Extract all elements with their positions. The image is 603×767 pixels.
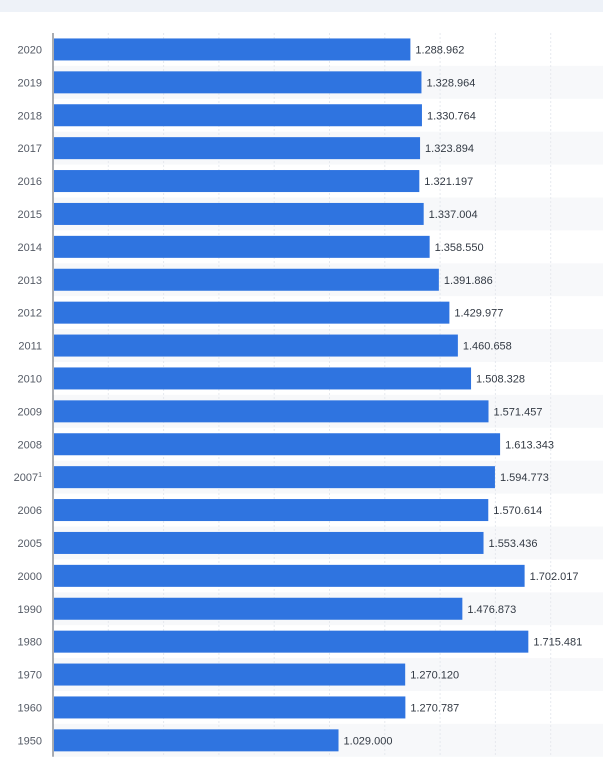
category-label: 2017 <box>18 143 42 155</box>
category-label: 1950 <box>18 735 42 747</box>
value-label: 1.476.873 <box>467 604 516 616</box>
value-label: 1.337.004 <box>429 209 478 221</box>
category-label: 1990 <box>18 604 42 616</box>
value-label: 1.508.328 <box>476 373 525 385</box>
value-label: 1.391.886 <box>444 275 493 287</box>
bar[interactable] <box>54 235 430 258</box>
bar[interactable] <box>54 630 529 653</box>
bar[interactable] <box>54 268 439 291</box>
value-label: 1.358.550 <box>435 242 484 254</box>
category-label: 2019 <box>18 77 42 89</box>
category-label: 2020 <box>18 44 42 56</box>
bar[interactable] <box>54 334 458 357</box>
bar[interactable] <box>54 663 406 686</box>
value-label: 1.571.457 <box>494 406 543 418</box>
value-label: 1.321.197 <box>424 176 473 188</box>
bar-chart: 2020 2019 2018 2017 2016 2015 2014 2013 2012 2011… <box>14 33 603 757</box>
bar[interactable] <box>54 564 525 587</box>
bar[interactable] <box>54 729 339 752</box>
category-label: 2018 <box>18 110 42 122</box>
category-label: 2015 <box>18 209 42 221</box>
value-label: 1.702.017 <box>530 571 579 583</box>
chart-card: 2020 2019 2018 2017 2016 2015 2014 2013 2012 2011… <box>0 12 603 767</box>
value-label: 1.594.773 <box>500 472 549 484</box>
category-label: 1980 <box>18 637 42 649</box>
category-label: 1960 <box>18 702 42 714</box>
bar[interactable] <box>54 170 420 193</box>
bar[interactable] <box>54 499 489 522</box>
bar[interactable] <box>54 597 463 620</box>
value-label: 1.323.894 <box>425 143 474 155</box>
category-label: 2011 <box>18 341 42 353</box>
category-label: 1970 <box>18 670 42 682</box>
category-label: 2009 <box>18 406 42 418</box>
category-label: 2010 <box>18 373 42 385</box>
value-label: 1.570.614 <box>493 505 542 517</box>
value-label: 1.029.000 <box>344 735 393 747</box>
category-label: 2005 <box>18 538 42 550</box>
value-label: 1.429.977 <box>454 308 503 320</box>
value-label: 1.460.658 <box>463 341 512 353</box>
value-label: 1.330.764 <box>427 110 476 122</box>
bar[interactable] <box>54 38 411 61</box>
value-label: 1.328.964 <box>426 77 475 89</box>
category-label: 20071 <box>14 472 42 484</box>
category-labels: 2020 2019 2018 2017 2016 2015 2014 2013 2012 2011… <box>14 44 42 747</box>
category-label: 2000 <box>18 571 42 583</box>
bar[interactable] <box>54 433 501 456</box>
category-label: 2014 <box>18 242 42 254</box>
value-labels: 1.288.962 1.328.964 1.330.764 1.323.894 1.32… <box>344 44 583 747</box>
category-label: 2006 <box>18 505 42 517</box>
bar[interactable] <box>54 71 422 94</box>
value-label: 1.553.436 <box>489 538 538 550</box>
bar[interactable] <box>54 531 484 554</box>
bar[interactable] <box>54 202 424 225</box>
bar[interactable] <box>54 104 422 127</box>
bar[interactable] <box>54 696 406 719</box>
value-label: 1.270.787 <box>410 702 459 714</box>
value-label: 1.270.120 <box>410 670 459 682</box>
bar[interactable] <box>54 400 489 423</box>
value-label: 1.613.343 <box>505 439 554 451</box>
bar[interactable] <box>54 301 450 324</box>
value-label: 1.715.481 <box>533 637 582 649</box>
bar[interactable] <box>54 367 472 390</box>
bar[interactable] <box>54 137 421 160</box>
category-label: 2008 <box>18 439 42 451</box>
category-label: 2016 <box>18 176 42 188</box>
category-label: 2012 <box>18 308 42 320</box>
value-label: 1.288.962 <box>415 44 464 56</box>
bars <box>54 38 529 752</box>
category-label: 2013 <box>18 275 42 287</box>
bar[interactable] <box>54 466 495 489</box>
